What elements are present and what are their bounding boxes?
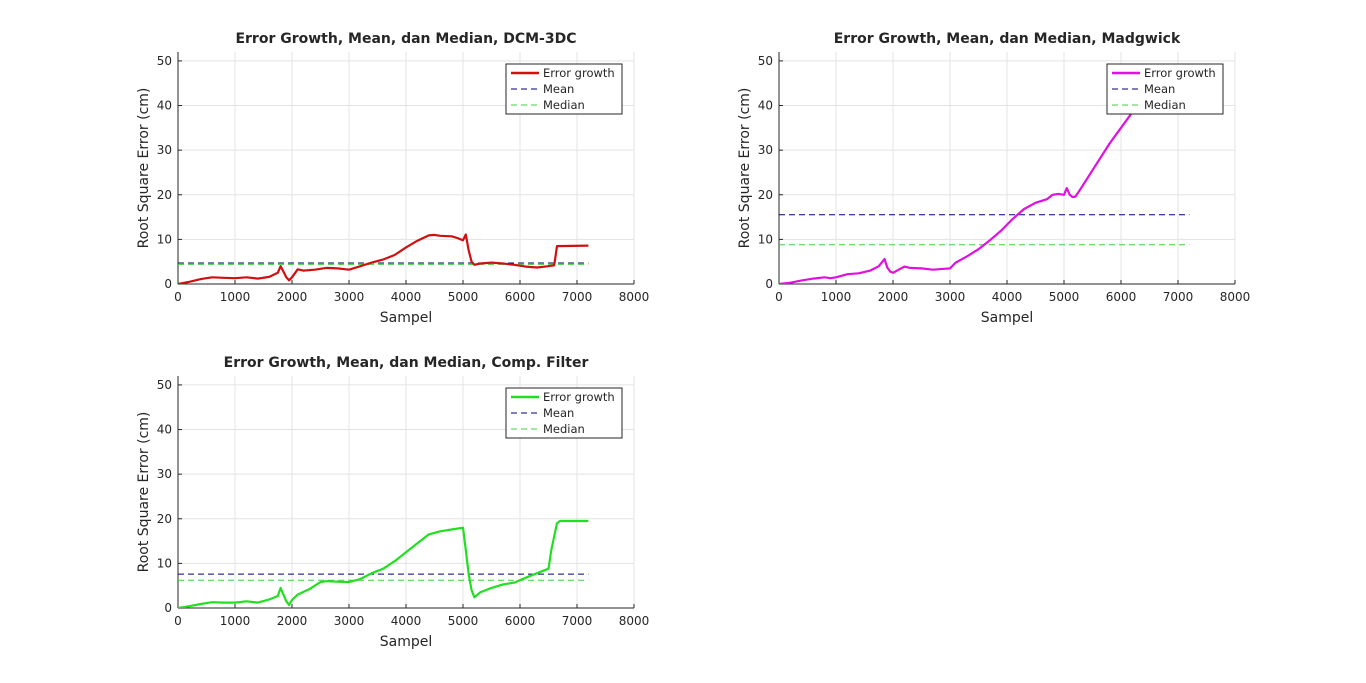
legend-label: Mean	[1144, 82, 1175, 96]
x-tick-label: 5000	[448, 614, 479, 628]
y-tick-label: 20	[758, 188, 773, 202]
y-tick-label: 10	[157, 232, 172, 246]
x-tick-label: 0	[174, 614, 182, 628]
y-axis-label: Root Square Error (cm)	[136, 412, 152, 573]
legend-label: Median	[543, 98, 585, 112]
legend-label: Error growth	[543, 66, 615, 80]
chart-title: Error Growth, Mean, dan Median, Madgwick	[834, 31, 1181, 47]
x-tick-label: 2000	[277, 290, 308, 304]
x-tick-label: 2000	[878, 290, 909, 304]
legend-label: Error growth	[1144, 66, 1216, 80]
legend-label: Error growth	[543, 390, 615, 404]
y-tick-label: 30	[157, 143, 172, 157]
y-tick-label: 10	[758, 232, 773, 246]
series-line-error-growth	[178, 519, 589, 608]
x-tick-label: 7000	[562, 614, 593, 628]
x-tick-label: 5000	[1049, 290, 1080, 304]
x-tick-label: 4000	[992, 290, 1023, 304]
x-tick-label: 4000	[391, 614, 422, 628]
y-tick-label: 10	[157, 556, 172, 570]
x-tick-label: 6000	[505, 290, 536, 304]
x-tick-label: 6000	[505, 614, 536, 628]
y-tick-label: 40	[157, 99, 172, 113]
x-tick-label: 1000	[821, 290, 852, 304]
x-tick-label: 3000	[334, 614, 365, 628]
x-tick-label: 2000	[277, 614, 308, 628]
x-tick-label: 1000	[220, 290, 251, 304]
series-line-error-growth	[779, 102, 1140, 284]
y-tick-label: 50	[157, 54, 172, 68]
series-line-error-growth	[178, 233, 589, 284]
legend-label: Median	[543, 422, 585, 436]
x-tick-label: 5000	[448, 290, 479, 304]
y-tick-label: 0	[164, 277, 172, 291]
chart-panel-1: 0 1000 2000 3000 4000 5000 6000 7000 8000 0 10 20 30…	[136, 31, 649, 326]
y-tick-label: 50	[157, 378, 172, 392]
chart-panel-2: 0 1000 2000 3000 4000 5000 6000 7000 8000 0 10 20 30…	[737, 31, 1250, 326]
x-tick-label: 1000	[220, 614, 251, 628]
x-tick-label: 8000	[619, 614, 650, 628]
legend: Error growth Mean Median	[505, 63, 623, 115]
x-tick-label: 0	[174, 290, 182, 304]
legend: Error growth Mean Median	[505, 387, 623, 439]
legend-label: Median	[1144, 98, 1186, 112]
x-tick-label: 3000	[334, 290, 365, 304]
x-tick-label: 0	[775, 290, 783, 304]
y-tick-label: 30	[157, 467, 172, 481]
x-tick-label: 4000	[391, 290, 422, 304]
y-axis-label: Root Square Error (cm)	[737, 88, 753, 249]
legend-label: Mean	[543, 82, 574, 96]
x-tick-label: 6000	[1106, 290, 1137, 304]
y-tick-label: 30	[758, 143, 773, 157]
y-tick-label: 40	[758, 99, 773, 113]
y-tick-label: 50	[758, 54, 773, 68]
y-tick-label: 20	[157, 512, 172, 526]
x-axis-label: Sampel	[380, 634, 433, 650]
y-tick-label: 0	[765, 277, 773, 291]
chart-title: Error Growth, Mean, dan Median, Comp. Fi…	[224, 355, 589, 371]
x-tick-label: 7000	[562, 290, 593, 304]
x-tick-label: 8000	[619, 290, 650, 304]
chart-panel-3: 0 1000 2000 3000 4000 5000 6000 7000 8000 0 10 20 30…	[136, 355, 649, 650]
y-tick-label: 40	[157, 423, 172, 437]
y-axis-label: Root Square Error (cm)	[136, 88, 152, 249]
legend-label: Mean	[543, 406, 574, 420]
x-tick-label: 3000	[935, 290, 966, 304]
chart-title: Error Growth, Mean, dan Median, DCM-3DC	[235, 31, 576, 47]
y-tick-label: 0	[164, 601, 172, 615]
x-tick-label: 8000	[1220, 290, 1251, 304]
x-axis-label: Sampel	[380, 310, 433, 326]
y-tick-label: 20	[157, 188, 172, 202]
x-axis-label: Sampel	[981, 310, 1034, 326]
legend: Error growth Mean Median	[1106, 63, 1224, 115]
x-tick-label: 7000	[1163, 290, 1194, 304]
